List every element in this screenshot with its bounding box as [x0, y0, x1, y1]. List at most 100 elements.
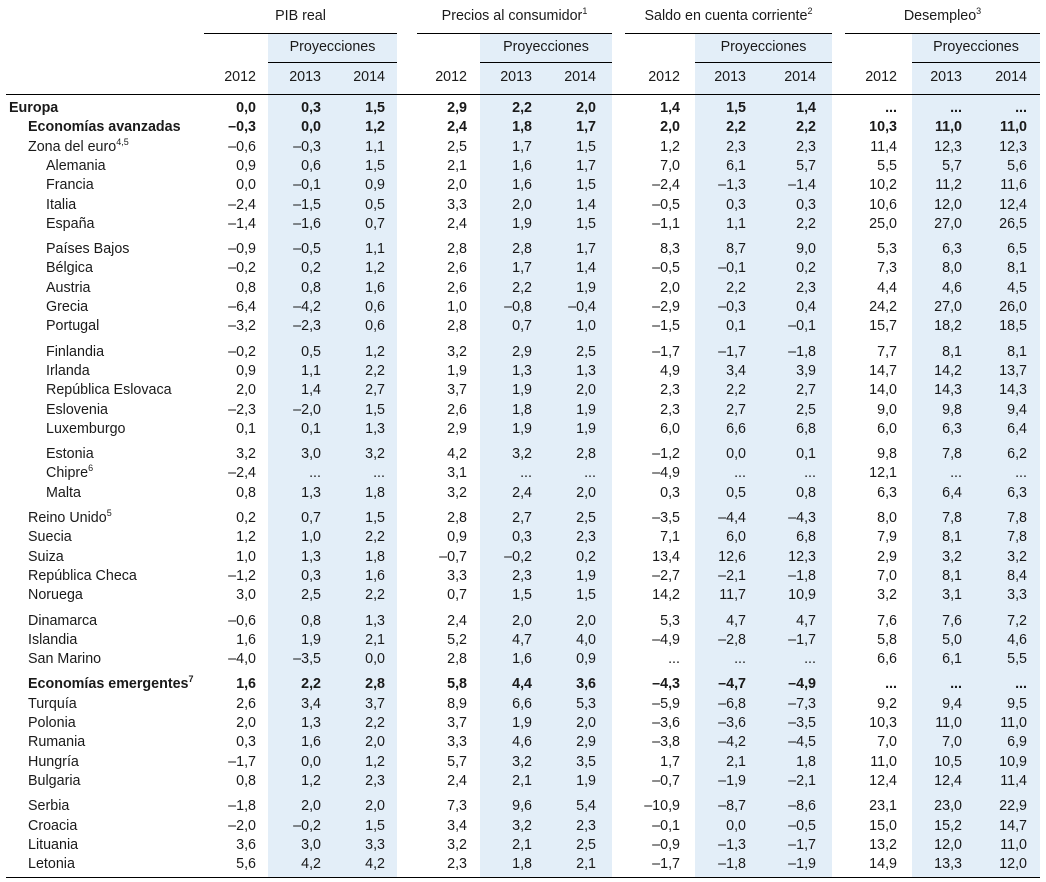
- value-cell: 4,6: [1007, 631, 1027, 648]
- value-cell: –1,8: [788, 567, 816, 584]
- row-label: Economías emergentes7: [28, 675, 218, 694]
- value-cell: 8,9: [447, 695, 467, 712]
- value-cell: –1,8: [228, 798, 256, 815]
- value-cell: 4,5: [1007, 279, 1027, 296]
- value-cell: 2,2: [726, 382, 746, 399]
- row-label: Bélgica: [46, 259, 236, 278]
- value-cell: 7,8: [942, 510, 962, 526]
- value-cell: 0,3: [726, 196, 746, 213]
- value-cell: 3,2: [365, 446, 385, 463]
- value-cell: 2,8: [447, 318, 467, 335]
- value-cell: 9,0: [796, 241, 816, 258]
- value-cell: 3,0: [236, 587, 256, 604]
- value-cell: –3,6: [718, 715, 746, 731]
- value-cell: ...: [1015, 100, 1027, 116]
- value-cell: –4,2: [718, 734, 746, 751]
- year-header: 2014: [995, 69, 1027, 85]
- value-cell: –4,4: [718, 510, 746, 526]
- value-cell: 1,6: [301, 734, 321, 751]
- value-cell: 3,0: [301, 446, 321, 463]
- value-cell: 14,0: [869, 382, 897, 399]
- value-cell: 1,8: [365, 484, 385, 501]
- row-label-text: Luxemburgo: [46, 420, 126, 437]
- value-cell: –0,2: [228, 260, 256, 277]
- value-cell: –0,3: [718, 299, 746, 315]
- value-cell: 1,1: [365, 138, 385, 155]
- value-cell: 1,7: [576, 241, 596, 258]
- value-cell: 0,8: [236, 279, 256, 296]
- group-rule: [417, 33, 612, 34]
- value-cell: –0,5: [652, 260, 680, 277]
- value-cell: 3,6: [236, 836, 256, 853]
- row-label: Europa: [9, 99, 199, 118]
- value-cell: 3,2: [447, 484, 467, 501]
- value-cell: 1,0: [236, 548, 256, 565]
- value-cell: 4,7: [726, 612, 746, 629]
- value-cell: 2,2: [365, 715, 385, 731]
- value-cell: 2,4: [512, 484, 532, 501]
- value-cell: 7,0: [877, 734, 897, 751]
- value-cell: 11,0: [999, 119, 1027, 136]
- value-cell: 3,3: [447, 567, 467, 584]
- value-cell: 11,4: [870, 138, 897, 155]
- value-cell: 1,9: [301, 631, 321, 648]
- row-label-text: Croacia: [28, 817, 78, 834]
- row-label: Luxemburgo: [46, 420, 236, 439]
- row-label-text: Islandia: [28, 631, 78, 648]
- value-cell: 7,3: [877, 260, 897, 277]
- value-cell: 14,3: [999, 382, 1027, 399]
- value-cell: 15,7: [869, 318, 897, 335]
- year-header: 2012: [648, 69, 680, 85]
- value-cell: 0,8: [301, 612, 321, 629]
- value-cell: 6,4: [942, 484, 962, 501]
- value-cell: –1,8: [788, 343, 816, 360]
- value-cell: 2,5: [576, 343, 596, 360]
- row-label-text: Hungría: [28, 753, 79, 770]
- value-cell: 0,8: [796, 484, 816, 501]
- value-cell: 3,2: [512, 446, 532, 463]
- value-cell: 1,3: [365, 420, 385, 437]
- value-cell: 3,2: [512, 753, 532, 770]
- row-label-text: Lituania: [28, 836, 79, 853]
- value-cell: 2,0: [576, 484, 596, 501]
- value-cell: 2,0: [365, 734, 385, 751]
- row-label-text: Letonia: [28, 856, 75, 873]
- header-rule: [6, 94, 1040, 95]
- value-cell: 3,5: [576, 753, 596, 770]
- value-cell: 3,6: [576, 676, 596, 693]
- value-cell: 13,4: [652, 548, 680, 565]
- value-cell: –0,1: [293, 177, 321, 194]
- value-cell: 2,9: [447, 420, 467, 437]
- value-cell: –4,3: [788, 510, 816, 526]
- value-cell: ...: [950, 100, 962, 116]
- proyecciones-label: Proyecciones: [289, 39, 376, 55]
- value-cell: 1,9: [576, 420, 596, 437]
- value-cell: –3,8: [652, 734, 680, 751]
- value-cell: 0,0: [236, 100, 256, 116]
- value-cell: 2,2: [796, 119, 816, 136]
- value-cell: 9,6: [512, 798, 532, 815]
- row-label: Dinamarca: [28, 612, 218, 631]
- value-cell: 5,7: [447, 753, 467, 770]
- value-cell: 0,9: [447, 529, 467, 546]
- value-cell: 5,2: [447, 631, 467, 648]
- footnote-mark: 6: [88, 463, 94, 474]
- value-cell: 0,3: [660, 484, 680, 501]
- value-cell: 1,0: [576, 318, 596, 335]
- value-cell: 0,6: [365, 318, 385, 335]
- value-cell: 5,6: [1007, 157, 1027, 174]
- row-label-text: Chipre: [46, 465, 89, 482]
- value-cell: 2,3: [726, 138, 746, 155]
- value-cell: 7,0: [660, 157, 680, 174]
- value-cell: 8,7: [726, 241, 746, 258]
- value-cell: 11,0: [1000, 715, 1027, 731]
- value-cell: 1,5: [512, 587, 532, 604]
- value-cell: 14,7: [869, 362, 897, 379]
- row-label-text: Irlanda: [46, 362, 90, 379]
- value-cell: 1,9: [576, 567, 596, 584]
- value-cell: 2,0: [660, 279, 680, 296]
- value-cell: 2,9: [877, 548, 897, 565]
- value-cell: 6,8: [796, 529, 816, 546]
- year-header: 2014: [353, 69, 385, 85]
- value-cell: 0,3: [301, 100, 321, 116]
